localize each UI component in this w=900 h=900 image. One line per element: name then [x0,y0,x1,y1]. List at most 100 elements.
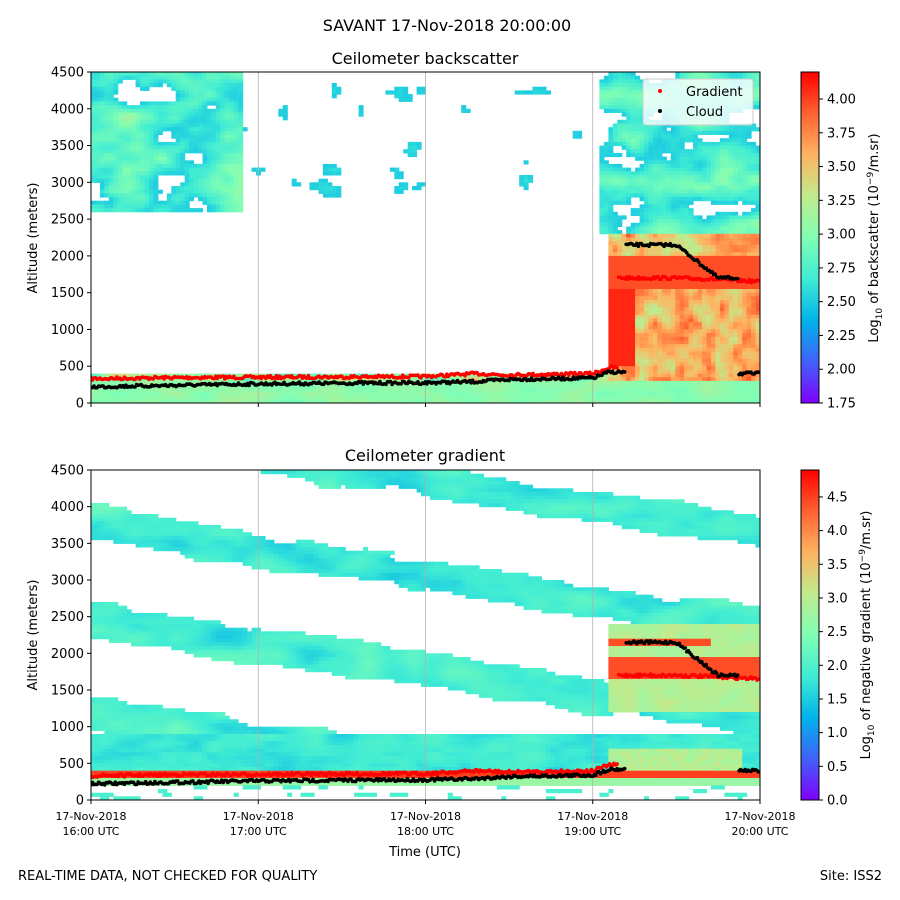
heatmap-cell [198,72,203,77]
heatmap-cell [492,395,498,400]
heatmap-cell [108,167,114,172]
heatmap-cell [724,200,730,205]
heatmap-cell [541,384,547,389]
heatmap-cell [608,285,614,290]
heatmap-cell [737,237,743,242]
heatmap-cell [719,171,725,176]
heatmap-cell [697,355,703,360]
heatmap-cell [639,226,645,231]
heatmap-cell [215,160,221,165]
heatmap-cell [635,189,641,194]
heatmap-cell [309,388,315,393]
heatmap-cell [675,163,681,169]
heatmap-cell [719,233,725,238]
heatmap-cell [675,219,681,224]
heatmap-cell [215,112,221,117]
heatmap-cell [702,392,707,397]
heatmap-cell [117,134,123,139]
heatmap-cell [657,130,663,135]
heatmap-cell [229,90,235,95]
heatmap-cell [202,152,208,158]
heatmap-cell [487,392,493,397]
heatmap-cell [153,75,159,80]
heatmap-cell [175,197,181,202]
heatmap-cell [737,123,743,128]
heatmap-cell [398,94,404,99]
heatmap-cell [737,134,743,139]
heatmap-cell [113,193,119,198]
heatmap-cell [742,215,748,220]
heatmap-cell [733,259,739,264]
heatmap-cell [220,83,226,88]
heatmap-cell [702,189,707,194]
heatmap-cell [635,167,641,172]
heatmap-cell [630,259,636,264]
heatmap-cell [733,138,739,143]
heatmap-cell [639,384,645,389]
heatmap-cell [612,355,618,360]
heatmap-cell [603,83,609,88]
heatmap-cell [131,156,137,161]
heatmap-cell [229,156,235,161]
heatmap-cell [135,72,141,77]
heatmap-cell [693,266,699,272]
heatmap-cell [202,105,208,110]
heatmap-cell [189,138,195,143]
heatmap-cell [702,72,707,77]
heatmap-cell [238,75,244,80]
heatmap-cell [666,314,672,319]
heatmap-cell [541,399,547,403]
heatmap-cell [666,255,672,261]
heatmap-cell [608,244,614,250]
heatmap-cell [693,395,699,400]
heatmap-cell [742,182,748,187]
heatmap-cell [224,163,230,169]
heatmap-cell [198,138,203,143]
heatmap-cell [162,208,168,213]
heatmap-cell [438,388,444,393]
heatmap-cell [603,86,609,91]
heatmap-cell [229,145,235,150]
heatmap-cell [376,384,382,389]
heatmap-cell [412,152,418,158]
heatmap-cell [697,123,703,128]
heatmap-cell [617,123,623,128]
heatmap-cell [719,384,725,389]
heatmap-cell [175,152,181,158]
heatmap-cell [184,186,190,191]
heatmap-cell [653,219,658,224]
heatmap-cell [724,314,730,319]
heatmap-cell [675,263,681,268]
heatmap-cell [117,145,123,150]
heatmap-cell [215,127,221,132]
heatmap-cell [104,193,110,198]
heatmap-cell [693,233,699,238]
heatmap-cell [693,292,699,297]
heatmap-cell [331,395,337,400]
heatmap-cell [180,145,186,150]
heatmap-cell [108,112,114,117]
heatmap-cell [657,336,663,341]
heatmap-cell [603,399,609,403]
heatmap-cell [702,351,707,356]
heatmap-cell [675,141,681,147]
heatmap-cell [233,119,239,124]
heatmap-cell [171,163,177,169]
heatmap-cell [666,134,672,139]
heatmap-cell [675,266,681,272]
heatmap-cell [617,358,623,364]
heatmap-cell [693,373,699,378]
heatmap-cell [630,86,636,91]
heatmap-cell [99,204,105,209]
heatmap-cell [224,79,230,84]
heatmap-cell [211,119,217,124]
heatmap-cell [710,296,716,301]
heatmap-cell [153,193,159,198]
heatmap-cell [189,399,195,403]
heatmap-cell [233,373,239,378]
heatmap-cell [653,156,658,161]
heatmap-cell [657,244,663,250]
heatmap-cell [608,373,614,378]
heatmap-cell [202,83,208,88]
heatmap-cell [657,322,663,327]
